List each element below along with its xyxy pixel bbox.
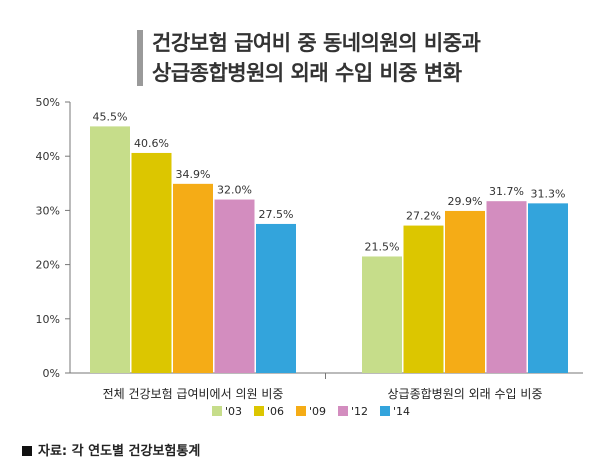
title-accent-bar (137, 30, 143, 86)
source-text: 자료: 각 연도별 건강보험통계 (38, 444, 201, 459)
bar-value-label: 31.7% (489, 185, 524, 198)
legend-swatch (254, 406, 264, 416)
legend-label: '09 (309, 405, 326, 418)
y-tick-label: 50% (36, 96, 60, 109)
chart-title: 건강보험 급여비 중 동네의원의 비중과 상급종합병원의 외래 수입 비중 변화 (152, 28, 592, 88)
x-category-label: 상급종합병원의 외래 수입 비중 (388, 387, 543, 401)
bar-value-label: 32.0% (217, 184, 252, 197)
bar-value-label: 27.2% (406, 210, 441, 223)
bar (173, 183, 213, 373)
bar-value-label: 21.5% (365, 240, 400, 253)
source-note: 자료: 각 연도별 건강보험통계 (22, 440, 200, 459)
legend-swatch (212, 406, 222, 416)
bar (362, 256, 402, 373)
source-square-icon (22, 446, 32, 456)
y-tick-label: 30% (36, 204, 60, 217)
legend-swatch (380, 406, 390, 416)
y-tick-label: 10% (36, 313, 60, 326)
bar-value-label: 29.9% (448, 195, 483, 208)
chart-title-line-1: 건강보험 급여비 중 동네의원의 비중과 (152, 31, 481, 55)
y-tick-label: 20% (36, 259, 60, 272)
bar-value-label: 45.5% (93, 110, 128, 123)
bar (486, 201, 527, 373)
legend-swatch (338, 406, 348, 416)
bar (528, 203, 568, 373)
bar (445, 210, 485, 373)
bar (131, 152, 172, 373)
x-category-label: 전체 건강보험 급여비에서 의원 비중 (103, 387, 284, 401)
legend-label: '14 (393, 405, 410, 418)
bar-value-label: 31.3% (531, 187, 566, 200)
legend-label: '03 (225, 405, 242, 418)
legend-label: '12 (351, 405, 368, 418)
legend-label: '06 (267, 405, 284, 418)
y-tick-label: 40% (36, 150, 60, 163)
bar (256, 223, 296, 373)
bar (90, 126, 130, 373)
chart-title-line-2: 상급종합병원의 외래 수입 비중 변화 (152, 61, 462, 85)
bar (214, 199, 255, 373)
legend-swatch (296, 406, 306, 416)
y-tick-label: 0% (43, 367, 60, 380)
bar-value-label: 34.9% (176, 168, 211, 181)
bar-value-label: 40.6% (134, 137, 169, 150)
bar-value-label: 27.5% (259, 208, 294, 221)
bar (403, 225, 444, 373)
